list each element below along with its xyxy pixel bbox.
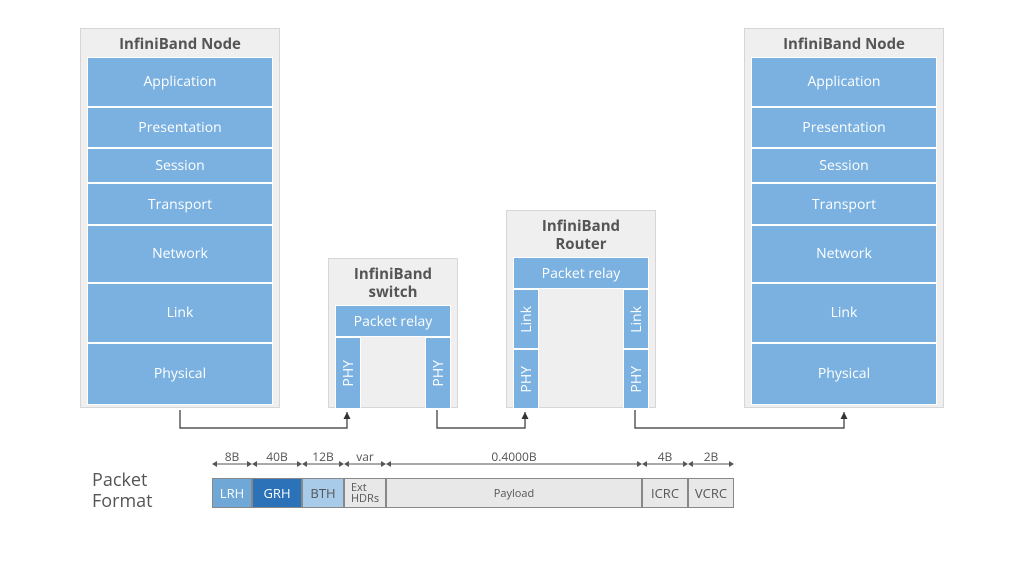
router-relay: Packet relay	[513, 257, 649, 289]
switch: InfiniBand switch Packet relay PHY PHY	[328, 258, 458, 408]
packet-size-icrc: 4B	[642, 448, 688, 465]
layer-transport: Transport	[87, 183, 273, 224]
packet-seg-payload: Payload	[386, 478, 642, 508]
layer-presentation: Presentation	[751, 107, 937, 148]
router-link-left: Link	[513, 289, 539, 349]
node-right: InfiniBand Node ApplicationPresentationS…	[744, 28, 944, 408]
switch-phy-left: PHY	[335, 337, 361, 409]
router-link-right: Link	[623, 289, 649, 349]
node-left-title: InfiniBand Node	[87, 33, 273, 57]
packet-size-exthdrs: var	[344, 448, 386, 465]
node-left: InfiniBand Node ApplicationPresentationS…	[80, 28, 280, 408]
router-phy-left: PHY	[513, 349, 539, 409]
layer-presentation: Presentation	[87, 107, 273, 148]
packet-size-grh: 40B	[252, 448, 302, 465]
packet-size-lrh: 8B	[212, 448, 252, 465]
packet-seg-vcrc: VCRC	[688, 478, 734, 508]
packet-size-bth: 12B	[302, 448, 344, 465]
router-phy-right: PHY	[623, 349, 649, 409]
packet-seg-bth: BTH	[302, 478, 344, 508]
layer-link: Link	[751, 283, 937, 343]
switch-phy-right: PHY	[425, 337, 451, 409]
packet-seg-exthdrs: Ext HDRs	[344, 478, 386, 508]
layer-network: Network	[751, 225, 937, 283]
packet-size-vcrc: 2B	[688, 448, 734, 465]
layer-physical: Physical	[87, 343, 273, 405]
layer-application: Application	[87, 57, 273, 107]
packet-format-label: Packet Format	[92, 470, 153, 511]
layer-application: Application	[751, 57, 937, 107]
layer-session: Session	[87, 148, 273, 183]
packet-seg-lrh: LRH	[212, 478, 252, 508]
packet-seg-grh: GRH	[252, 478, 302, 508]
router: InfiniBand Router Packet relay Link PHY …	[506, 210, 656, 408]
packet-size-payload: 0.4000B	[386, 448, 642, 465]
packet-seg-icrc: ICRC	[642, 478, 688, 508]
layer-physical: Physical	[751, 343, 937, 405]
node-right-title: InfiniBand Node	[751, 33, 937, 57]
switch-title: InfiniBand switch	[335, 263, 451, 305]
switch-relay: Packet relay	[335, 305, 451, 337]
layer-session: Session	[751, 148, 937, 183]
router-title: InfiniBand Router	[513, 215, 649, 257]
layer-transport: Transport	[751, 183, 937, 224]
layer-network: Network	[87, 225, 273, 283]
layer-link: Link	[87, 283, 273, 343]
